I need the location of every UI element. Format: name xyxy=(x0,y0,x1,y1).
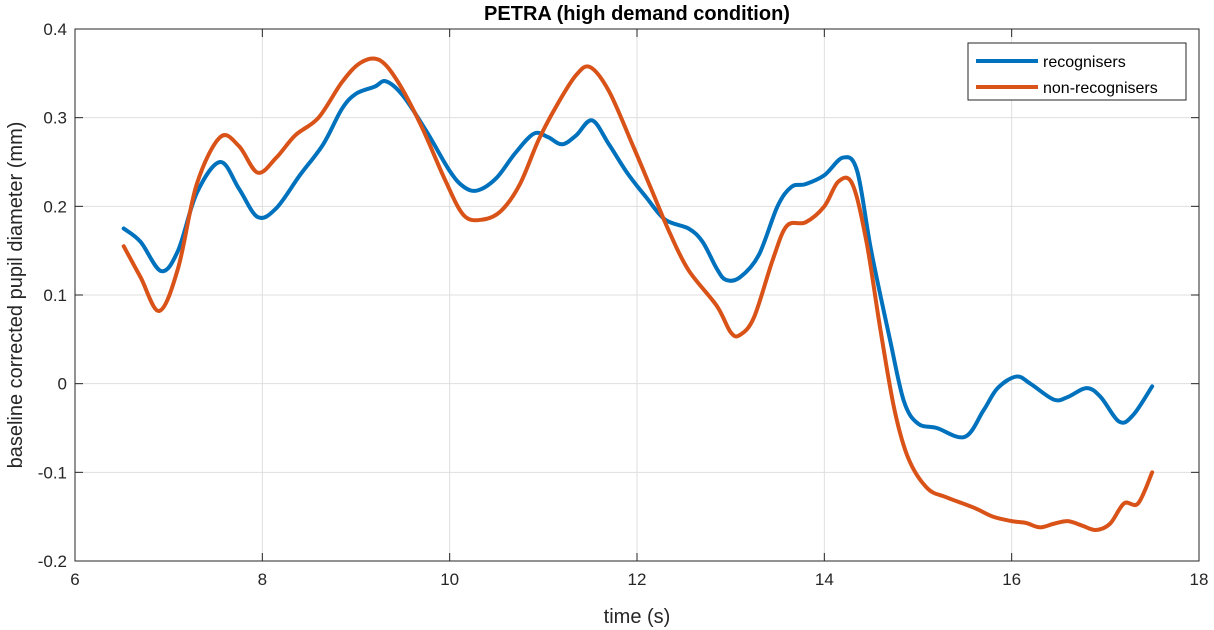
y-tick-label: -0.2 xyxy=(38,552,67,571)
x-tick-label: 12 xyxy=(628,570,647,589)
legend-label-non-recognisers: non-recognisers xyxy=(1043,80,1158,97)
y-tick-label: 0 xyxy=(58,375,67,394)
x-tick-label: 10 xyxy=(440,570,459,589)
y-tick-label: 0.2 xyxy=(43,197,67,216)
y-tick-label: -0.1 xyxy=(38,463,67,482)
tick-labels: 6 8 10 12 14 16 18 -0.2 -0.1 0 0.1 0.2 0.3 0.4 xyxy=(38,20,1209,589)
y-tick-label: 0.4 xyxy=(43,20,67,39)
x-tick-label: 6 xyxy=(70,570,79,589)
x-axis-label: time (s) xyxy=(604,606,671,628)
series-group xyxy=(121,56,1155,532)
y-tick-label: 0.1 xyxy=(43,286,67,305)
legend-label-recognisers: recognisers xyxy=(1043,54,1126,71)
chart-title: PETRA (high demand condition) xyxy=(484,3,790,25)
x-tick-label: 16 xyxy=(1002,570,1021,589)
x-tick-label: 8 xyxy=(258,570,267,589)
y-axis-label: baseline corrected pupil diameter (mm) xyxy=(5,122,27,469)
x-tick-label: 14 xyxy=(815,570,834,589)
y-tick-label: 0.3 xyxy=(43,109,67,128)
x-tick-label: 18 xyxy=(1190,570,1209,589)
legend: recognisers non-recognisers xyxy=(967,42,1187,101)
series-line-non-recognisers xyxy=(121,56,1155,532)
legend-box xyxy=(967,42,1187,101)
axes xyxy=(74,28,1200,562)
